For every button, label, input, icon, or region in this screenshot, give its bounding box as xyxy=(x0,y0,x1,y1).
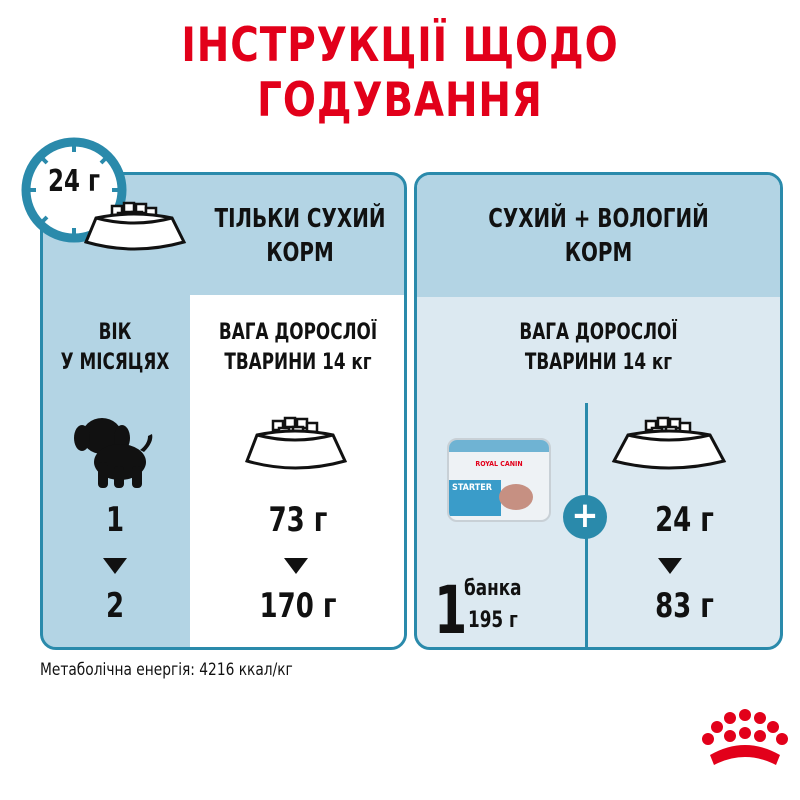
dry-amount-to: 170 г xyxy=(259,586,337,626)
page-title: ІНСТРУКЦІЇ ЩОДО ГОДУВАННЯ xyxy=(181,18,619,128)
clock-icon xyxy=(21,137,127,243)
mixed-food-panel xyxy=(414,172,783,650)
clock-badge-text: 24 г xyxy=(48,164,100,199)
food-bowl-icon xyxy=(83,201,187,251)
dry-amount-column xyxy=(190,295,404,647)
dry-weight-label: ВАГА ДОРОСЛОЇ ТВАРИНИ 14 кг xyxy=(218,320,378,375)
mixed-dry-from: 24 г xyxy=(655,500,714,540)
age-label: ВІК У МІСЯЦЯХ xyxy=(60,320,170,375)
can-weight: 195 г xyxy=(468,608,518,633)
mixed-dry-to: 83 г xyxy=(655,586,714,626)
metabolic-energy-note: Метаболічна енергія: 4216 ккал/кг xyxy=(40,660,293,680)
can-count: 1 xyxy=(434,572,468,649)
arrow-down-icon xyxy=(103,558,127,574)
royal-canin-crown-logo xyxy=(702,709,788,765)
mixed-panel-title: СУХИЙ + ВОЛОГИЙ КОРМ xyxy=(488,204,709,268)
food-bowl-icon xyxy=(245,416,348,470)
age-to: 2 xyxy=(105,586,125,626)
wet-food-can-image: ROYAL CANIN STARTER xyxy=(447,438,551,522)
food-bowl-icon xyxy=(611,416,727,470)
arrow-down-icon xyxy=(658,558,682,574)
puppy-icon xyxy=(74,418,153,488)
dry-panel-title: ТІЛЬКИ СУХИЙ КОРМ xyxy=(214,204,386,268)
mixed-weight-label: ВАГА ДОРОСЛОЇ ТВАРИНИ 14 кг xyxy=(519,320,678,375)
plus-icon: + xyxy=(563,495,607,539)
can-unit: банка xyxy=(464,576,522,601)
dry-amount-from: 73 г xyxy=(268,500,328,540)
dry-food-panel xyxy=(40,172,407,650)
arrow-down-icon xyxy=(284,558,308,574)
age-from: 1 xyxy=(105,500,125,540)
